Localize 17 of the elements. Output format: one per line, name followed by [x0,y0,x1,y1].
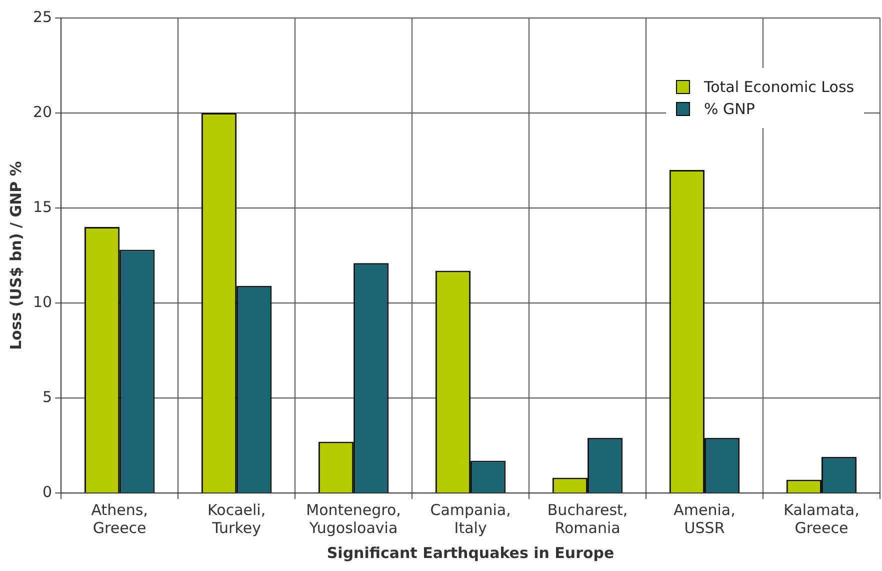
x-tick-label: Amenia, USSR [674,500,736,537]
y-tick-label: 5 [42,388,52,406]
y-tick-label: 10 [32,292,52,311]
legend-label: % GNP [704,100,755,118]
legend-label: Total Economic Loss [704,78,854,96]
x-tick-label: Montenegro, Yugosloavia [306,500,401,537]
y-tick-label: 0 [42,482,52,501]
y-axis-title: Loss (US$ bn) / GNP % [6,161,25,350]
y-tick-label: 15 [32,198,52,216]
y-tick-label: 20 [32,102,52,121]
x-axis-title: Significant Earthquakes in Europe [326,544,614,562]
x-tick-label: Kocaeli, Turkey [208,500,266,537]
x-tick-label: Kalamata, Greece [784,500,860,537]
x-tick-label: Bucharest, Romania [547,500,628,537]
x-tick-label: Campania, Italy [430,500,511,537]
x-tick-label: Athens, Greece [91,500,148,537]
y-tick-label: 25 [32,8,52,26]
